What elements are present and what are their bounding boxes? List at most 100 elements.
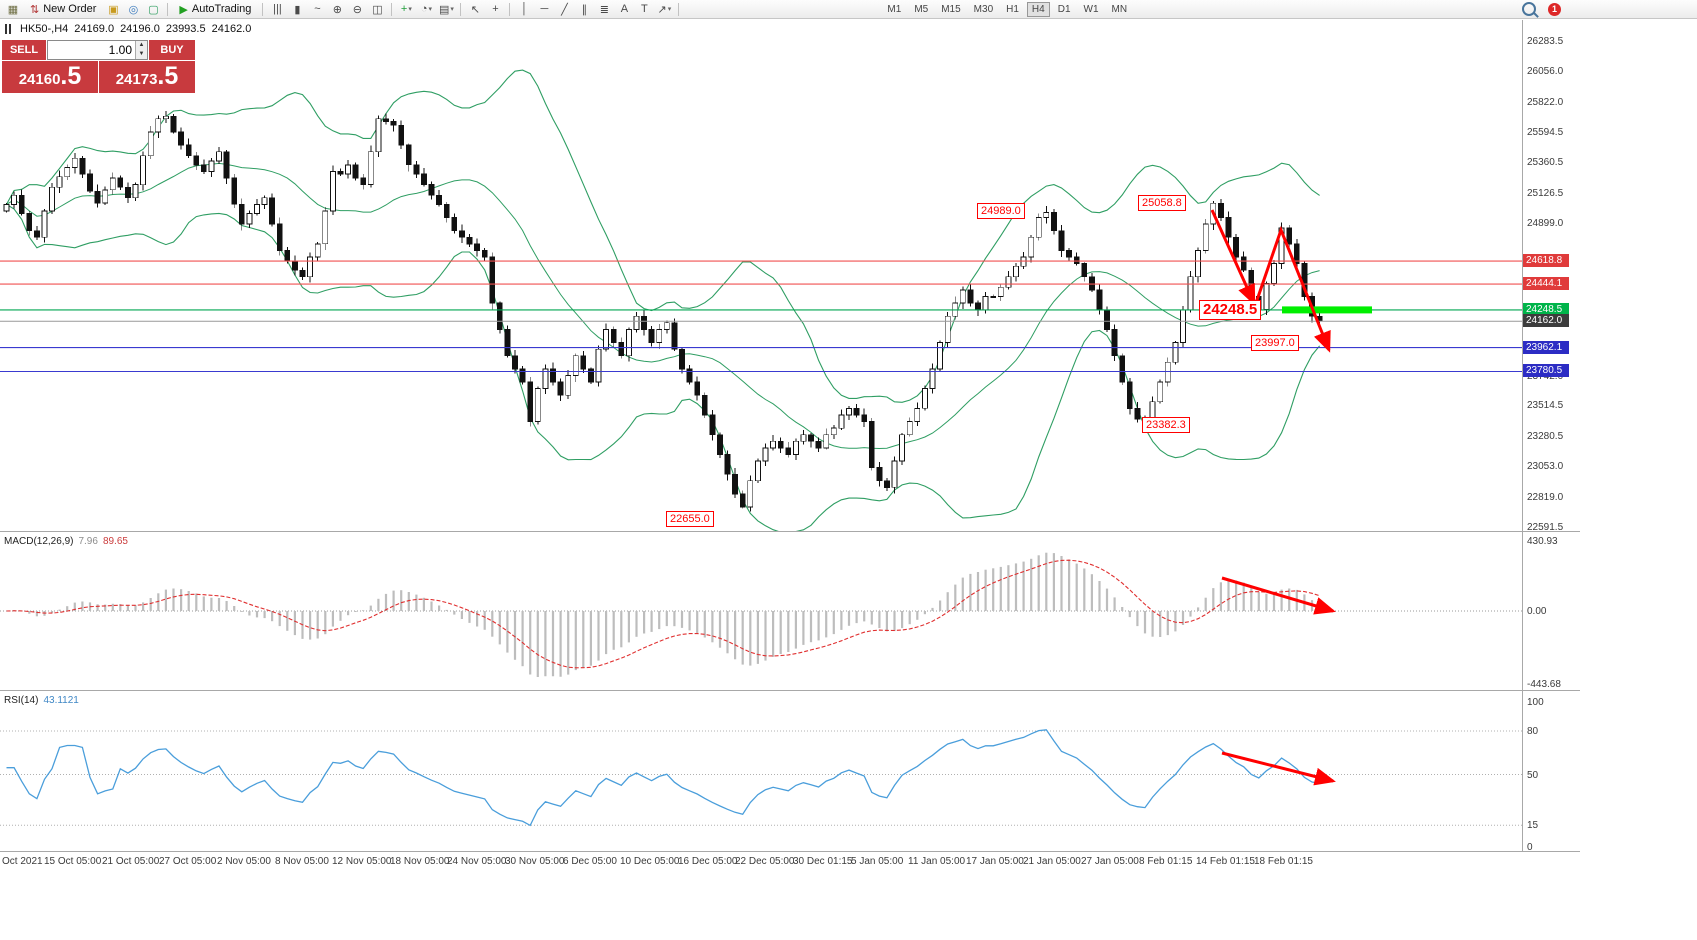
symbol-period-label: HK50-,H4: [20, 23, 69, 35]
macd-panel-canvas[interactable]: [0, 532, 1522, 690]
candle-body: [504, 328, 511, 357]
candle: [572, 353, 579, 382]
sell-price[interactable]: 24160 .5: [2, 61, 98, 93]
vertical-line-icon[interactable]: │: [515, 1, 533, 17]
candle-body: [959, 289, 966, 304]
rsi-panel-canvas[interactable]: [0, 691, 1522, 851]
trend-arrow[interactable]: [1210, 209, 1256, 306]
panel-separator[interactable]: [0, 531, 1580, 532]
new-order-button[interactable]: ⇅ New Order: [24, 1, 102, 17]
cursor-icon[interactable]: ↖: [466, 1, 484, 17]
search-icon[interactable]: [1522, 2, 1536, 16]
terminal-icon[interactable]: ▢: [144, 1, 162, 17]
buy-price[interactable]: 24173 .5: [99, 61, 195, 93]
dropdown-caret-icon[interactable]: ▾: [408, 6, 412, 13]
dropdown-caret-icon[interactable]: ▾: [667, 6, 672, 13]
candle: [709, 410, 716, 441]
volume-up-icon[interactable]: ▲: [138, 42, 145, 48]
zoom-out-icon[interactable]: ⊖: [348, 1, 366, 17]
candle: [542, 364, 549, 395]
timeframe-w1[interactable]: W1: [1083, 3, 1099, 15]
timeframe-h1[interactable]: H1: [1006, 3, 1019, 15]
timeframe-mn[interactable]: MN: [1111, 3, 1128, 15]
dropdown-caret-icon[interactable]: ▾: [428, 6, 432, 13]
date-axis-label: 21 Oct 05:00: [102, 856, 160, 867]
templates-icon[interactable]: ▤ ▾: [437, 1, 455, 17]
tile-windows-icon[interactable]: ◫: [368, 1, 386, 17]
candle: [884, 478, 890, 491]
price-axis[interactable]: 26283.5 26056.0 25822.0 25594.5 25360.5 25126…: [1522, 20, 1697, 853]
timeframe-d1[interactable]: D1: [1057, 3, 1071, 15]
one-click-trading-panel: SELL 1.00 ▲ ▼ BUY 24160 .5 24173 .5: [2, 40, 195, 93]
new-chart-icon[interactable]: ▦: [4, 1, 22, 17]
date-axis-label: 15 Oct 05:00: [44, 856, 102, 867]
candle: [383, 113, 389, 125]
candle: [1157, 379, 1164, 404]
candle-body: [216, 151, 222, 162]
candle: [307, 252, 314, 283]
price-level-tag: 24248.5: [1523, 303, 1569, 316]
notification-badge[interactable]: 1: [1548, 2, 1561, 16]
candle-body: [345, 164, 352, 175]
timeframe-m5[interactable]: M5: [914, 3, 929, 15]
candle-body: [709, 414, 716, 436]
sell-button[interactable]: SELL: [2, 40, 46, 60]
arrows-tool-icon[interactable]: ↗ ▾: [655, 1, 673, 17]
channel-icon[interactable]: ∥: [575, 1, 593, 17]
price-level-tag: 24444.1: [1523, 277, 1569, 290]
price-annotation[interactable]: 23382.3: [1142, 417, 1190, 433]
volume-down-icon[interactable]: ▼: [138, 51, 145, 57]
candle-body: [496, 302, 503, 330]
trend-arrow[interactable]: [1254, 225, 1331, 353]
autotrading-button-label: AutoTrading: [191, 3, 252, 15]
candlestick-chart-icon[interactable]: ▮: [288, 1, 306, 17]
price-annotation[interactable]: 23997.0: [1251, 335, 1299, 351]
timeframe-m15[interactable]: M15: [941, 3, 961, 15]
price-annotation[interactable]: 24989.0: [977, 203, 1025, 219]
line-chart-icon[interactable]: ~: [308, 1, 326, 17]
candle: [967, 284, 974, 307]
periods-icon[interactable]: ◔ ▾: [417, 1, 435, 17]
candle: [1119, 353, 1126, 386]
current-price-tag: 24162.0: [1523, 314, 1569, 327]
support-zone-bar[interactable]: [1282, 306, 1372, 314]
timeframe-m1[interactable]: M1: [887, 3, 902, 15]
time-axis[interactable]: Oct 2021 15 Oct 05:00 21 Oct 05:00 27 Oct 0…: [0, 852, 1580, 872]
candle-body: [542, 368, 549, 389]
indicators-icon[interactable]: + ▾: [397, 1, 415, 17]
timeframe-m30[interactable]: M30: [973, 3, 994, 15]
crosshair-icon[interactable]: +: [486, 1, 504, 17]
candle: [1180, 305, 1186, 348]
candle: [1126, 377, 1133, 415]
candle: [185, 138, 192, 158]
macd-trend-arrow[interactable]: [1221, 576, 1336, 615]
fibonacci-icon[interactable]: ≣: [595, 1, 613, 17]
autotrading-button[interactable]: ▶ AutoTrading: [173, 1, 257, 17]
trendline-icon[interactable]: ╱: [555, 1, 573, 17]
bar-chart-icon[interactable]: |||: [268, 1, 286, 17]
panel-separator[interactable]: [0, 690, 1580, 691]
rsi-trend-arrow[interactable]: [1221, 751, 1336, 786]
text-icon[interactable]: A: [615, 1, 633, 17]
buy-button[interactable]: BUY: [149, 40, 195, 60]
candle-body: [322, 210, 329, 245]
candle-body: [451, 217, 458, 232]
horizontal-line-icon[interactable]: ─: [535, 1, 553, 17]
volume-spinner[interactable]: ▲ ▼: [135, 41, 147, 59]
price-annotation[interactable]: 22655.0: [666, 511, 714, 527]
zoom-in-icon[interactable]: ⊕: [328, 1, 346, 17]
candle: [739, 490, 746, 509]
toolbar-left-group: ▦ ⇅ New Order ▣ ◎ ▢ ▶ AutoTrading ||| ▮ ~ ⊕ ⊖ ◫ + ▾ ◔ ▾ ▤ ▾…: [4, 1, 682, 17]
candle: [868, 418, 875, 471]
chart-profiles-icon[interactable]: ◎: [124, 1, 142, 17]
price-annotation[interactable]: 25058.8: [1138, 195, 1186, 211]
timeframe-h4[interactable]: H4: [1026, 1, 1050, 17]
candle-body: [512, 355, 518, 370]
price-annotation[interactable]: 24248.5: [1199, 300, 1262, 320]
metaeditor-icon[interactable]: ▣: [104, 1, 122, 17]
volume-field[interactable]: 1.00 ▲ ▼: [47, 40, 148, 60]
main-chart-canvas[interactable]: [0, 20, 1522, 531]
candle-body: [739, 493, 746, 508]
text-label-icon[interactable]: T: [635, 1, 653, 17]
dropdown-caret-icon[interactable]: ▾: [450, 6, 454, 13]
